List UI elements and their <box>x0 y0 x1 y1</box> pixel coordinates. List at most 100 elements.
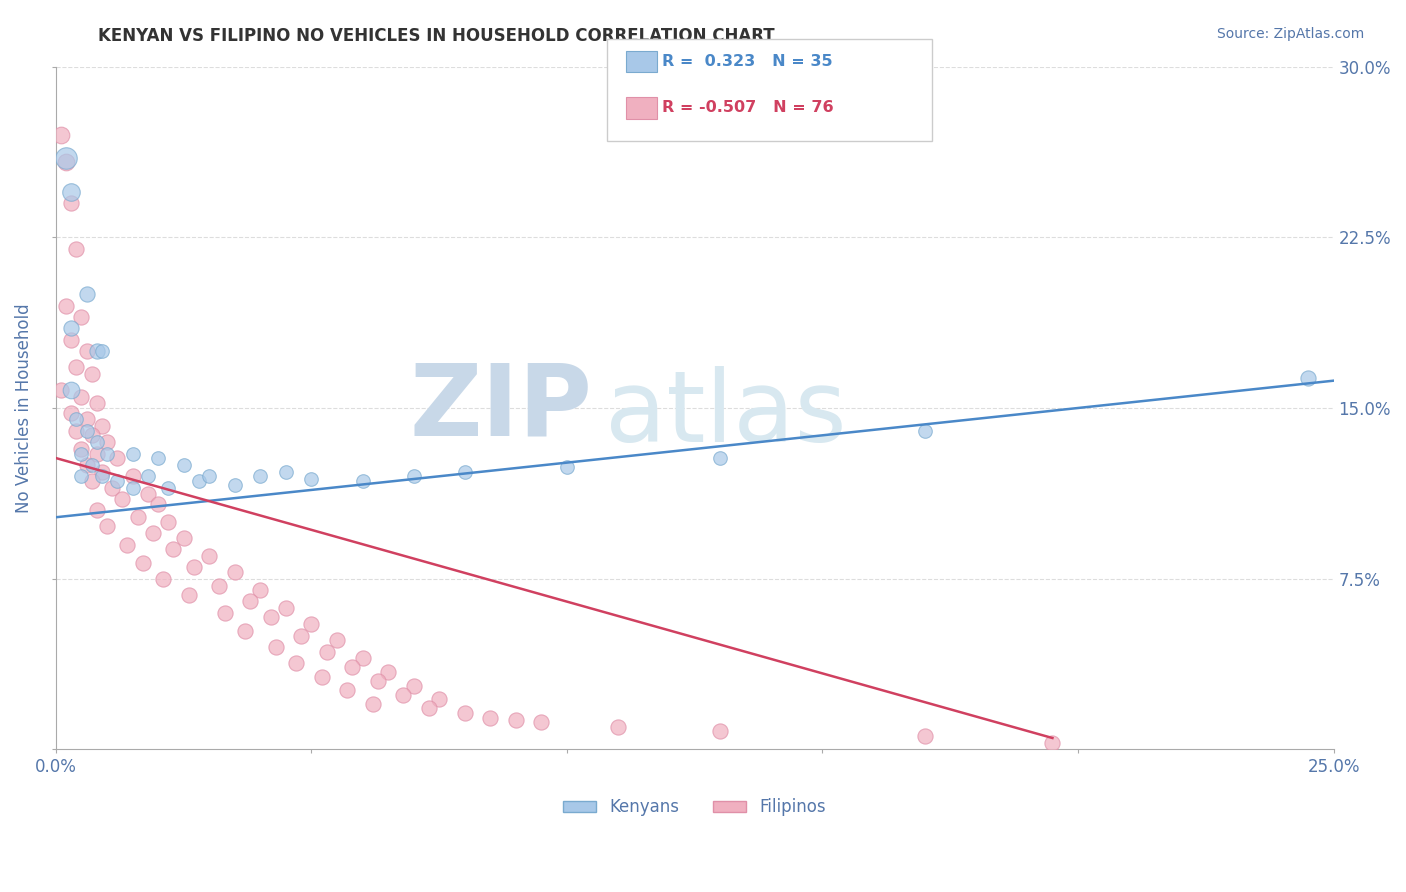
Point <box>96 446 118 460</box>
Point <box>86 435 108 450</box>
Point <box>505 713 527 727</box>
Point <box>96 519 118 533</box>
Point <box>208 578 231 592</box>
Point <box>914 424 936 438</box>
Point <box>80 458 103 472</box>
Point <box>136 487 159 501</box>
Point <box>101 481 124 495</box>
Point <box>96 435 118 450</box>
Legend: Kenyans, Filipinos: Kenyans, Filipinos <box>557 792 832 823</box>
Point <box>121 469 143 483</box>
Text: KENYAN VS FILIPINO NO VEHICLES IN HOUSEHOLD CORRELATION CHART: KENYAN VS FILIPINO NO VEHICLES IN HOUSEH… <box>98 27 775 45</box>
Point <box>352 474 374 488</box>
Point <box>342 660 364 674</box>
Point <box>198 469 221 483</box>
Point <box>121 481 143 495</box>
Point <box>132 556 155 570</box>
Point <box>173 531 195 545</box>
Point <box>1042 735 1064 749</box>
Point <box>49 128 72 142</box>
Point <box>86 446 108 460</box>
Point <box>65 359 87 374</box>
Text: R =  0.323   N = 35: R = 0.323 N = 35 <box>662 54 832 69</box>
Point <box>80 428 103 442</box>
Point <box>90 419 112 434</box>
Point <box>249 583 271 598</box>
Text: ZIP: ZIP <box>409 359 592 457</box>
Point <box>146 497 169 511</box>
Point <box>90 469 112 483</box>
Point <box>454 706 477 720</box>
Point <box>264 640 287 654</box>
Text: Source: ZipAtlas.com: Source: ZipAtlas.com <box>1216 27 1364 41</box>
Point <box>224 478 246 492</box>
Point <box>418 701 440 715</box>
Point <box>55 151 77 165</box>
Point <box>214 606 236 620</box>
Point <box>86 396 108 410</box>
Y-axis label: No Vehicles in Household: No Vehicles in Household <box>15 303 32 513</box>
Point <box>233 624 256 638</box>
Point <box>157 481 180 495</box>
Point <box>86 503 108 517</box>
Point <box>709 451 731 466</box>
Point <box>60 383 83 397</box>
Point <box>377 665 399 679</box>
Point <box>162 542 184 557</box>
Point <box>111 491 134 506</box>
Point <box>70 446 93 460</box>
Point <box>326 633 349 648</box>
Point <box>188 474 211 488</box>
Point <box>80 367 103 381</box>
Point <box>65 424 87 438</box>
Point <box>259 610 281 624</box>
Point <box>86 344 108 359</box>
Point <box>392 688 415 702</box>
Point <box>177 588 200 602</box>
Point <box>336 683 359 698</box>
Point <box>361 697 384 711</box>
Point <box>90 465 112 479</box>
Point <box>224 565 246 579</box>
Point <box>427 692 450 706</box>
Text: R = -0.507   N = 76: R = -0.507 N = 76 <box>662 101 834 115</box>
Point <box>105 451 128 466</box>
Point <box>105 474 128 488</box>
Point <box>60 333 83 347</box>
Point <box>285 656 308 670</box>
Point <box>274 465 297 479</box>
Point <box>352 651 374 665</box>
Point <box>117 537 139 551</box>
Point <box>60 321 83 335</box>
Point <box>142 526 165 541</box>
Point <box>555 460 578 475</box>
Point <box>152 572 174 586</box>
Point <box>402 679 425 693</box>
Point <box>121 446 143 460</box>
Point <box>76 424 98 438</box>
Point <box>49 383 72 397</box>
Point <box>402 469 425 483</box>
Point <box>70 442 93 456</box>
Point <box>454 465 477 479</box>
Point <box>90 344 112 359</box>
Point <box>914 729 936 743</box>
Point <box>55 299 77 313</box>
Point <box>301 617 323 632</box>
Point <box>301 471 323 485</box>
Point <box>239 594 262 608</box>
Point <box>709 724 731 739</box>
Point <box>65 242 87 256</box>
Point <box>136 469 159 483</box>
Point <box>183 560 205 574</box>
Point <box>76 458 98 472</box>
Point <box>315 644 337 658</box>
Point <box>530 715 553 730</box>
Point <box>157 515 180 529</box>
Point <box>249 469 271 483</box>
Point <box>146 451 169 466</box>
Point <box>70 390 93 404</box>
Point <box>274 601 297 615</box>
Point <box>70 469 93 483</box>
Point <box>55 155 77 169</box>
